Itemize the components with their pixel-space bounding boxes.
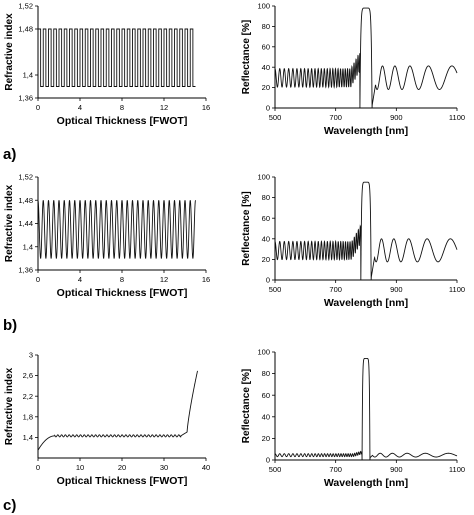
x-tick-label: 900 — [390, 285, 403, 294]
y-axis-label: Refractive index — [4, 13, 15, 91]
series-line — [274, 7, 458, 109]
y-tick-label: 60 — [262, 42, 270, 51]
x-tick-label: 900 — [390, 113, 403, 122]
x-tick-label: 1100 — [449, 113, 465, 122]
chart-6: 500 700 900 1100 0 20 40 60 80 100 Wavelength [nm]… — [241, 348, 465, 489]
x-tick-label: 40 — [202, 463, 210, 472]
y-tick-label: 20 — [262, 434, 270, 443]
x-tick-label: 16 — [202, 103, 210, 112]
chart-2: 500 700 900 1100 0 20 40 60 80 100 Wavelength [nm]… — [241, 2, 465, 137]
y-tick-label: 1,36 — [18, 266, 33, 275]
series-line — [37, 370, 198, 451]
y-tick-label: 100 — [257, 348, 270, 357]
x-axis-label: Optical Thickness [FWOT] — [57, 287, 188, 299]
y-axis-label: Reflectance [%] — [241, 369, 252, 443]
y-tick-label: 2,2 — [23, 392, 33, 401]
x-tick-label: 30 — [160, 463, 168, 472]
y-tick-label: 1,48 — [18, 196, 33, 205]
series-line — [37, 200, 196, 259]
y-tick-label: 2,6 — [23, 371, 33, 380]
y-tick-label: 40 — [262, 412, 270, 421]
y-axis-label: Reflectance [%] — [241, 20, 252, 94]
y-axis-label: Reflectance [%] — [241, 191, 252, 265]
chart-3: 0 4 8 12 16 1,36 1,4 1,44 1,48 1,52 Optical Thickn… — [4, 173, 210, 299]
x-tick-label: 500 — [269, 113, 282, 122]
x-tick-label: 700 — [329, 465, 342, 474]
y-axis-label: Refractive index — [4, 184, 15, 262]
x-tick-label: 4 — [78, 103, 82, 112]
x-tick-label: 1100 — [449, 285, 465, 294]
y-tick-label: 100 — [257, 2, 270, 11]
x-tick-label: 900 — [390, 465, 403, 474]
x-tick-label: 12 — [160, 275, 168, 284]
x-tick-label: 1100 — [449, 465, 465, 474]
y-tick-label: 80 — [262, 193, 270, 202]
panel-label: b) — [3, 317, 17, 334]
x-tick-label: 500 — [269, 285, 282, 294]
series-line — [274, 181, 458, 281]
y-tick-label: 0 — [266, 456, 270, 465]
x-tick-label: 700 — [329, 113, 342, 122]
y-tick-label: 0 — [266, 104, 270, 113]
y-axis-label: Refractive index — [4, 367, 15, 445]
x-tick-label: 20 — [118, 463, 126, 472]
y-tick-label: 1,4 — [23, 433, 33, 442]
x-axis-label: Wavelength [nm] — [324, 297, 408, 309]
y-tick-label: 80 — [262, 22, 270, 31]
y-tick-label: 1,52 — [18, 173, 33, 182]
chart-4: 500 700 900 1100 0 20 40 60 80 100 Wavelength [nm]… — [241, 173, 465, 309]
y-tick-label: 0 — [266, 276, 270, 285]
chart-1: 0 4 8 12 16 1,36 1,4 1,48 1,52 Optical Thickness … — [4, 2, 210, 127]
y-tick-label: 1,8 — [23, 412, 33, 421]
x-tick-label: 0 — [36, 275, 40, 284]
y-tick-label: 80 — [262, 369, 270, 378]
x-tick-label: 16 — [202, 275, 210, 284]
panel-label: a) — [3, 146, 16, 163]
x-tick-label: 12 — [160, 103, 168, 112]
x-tick-label: 0 — [36, 103, 40, 112]
panel-label: c) — [3, 497, 16, 514]
x-axis-label: Wavelength [nm] — [324, 477, 408, 489]
x-axis-label: Optical Thickness [FWOT] — [57, 115, 188, 127]
chart-5: 0 10 20 30 40 1,4 1,8 2,2 2,6 3 Optical Thickness … — [4, 351, 210, 487]
y-tick-label: 1,44 — [18, 219, 33, 228]
series-line — [38, 28, 196, 87]
x-tick-label: 700 — [329, 285, 342, 294]
y-tick-label: 60 — [262, 391, 270, 400]
y-tick-label: 40 — [262, 234, 270, 243]
y-tick-label: 60 — [262, 214, 270, 223]
x-axis-label: Wavelength [nm] — [324, 125, 408, 137]
x-tick-label: 500 — [269, 465, 282, 474]
x-axis-label: Optical Thickness [FWOT] — [57, 475, 188, 487]
y-tick-label: 40 — [262, 63, 270, 72]
x-tick-label: 0 — [36, 463, 40, 472]
y-tick-label: 20 — [262, 83, 270, 92]
series-line — [274, 358, 458, 461]
x-tick-label: 8 — [120, 275, 124, 284]
y-tick-label: 1,48 — [18, 25, 33, 34]
x-tick-label: 4 — [78, 275, 82, 284]
y-tick-label: 20 — [262, 255, 270, 264]
y-tick-label: 1,52 — [18, 2, 33, 11]
y-tick-label: 1,4 — [23, 71, 33, 80]
x-tick-label: 8 — [120, 103, 124, 112]
y-tick-label: 1,36 — [18, 94, 33, 103]
y-tick-label: 1,4 — [23, 242, 33, 251]
y-tick-label: 3 — [29, 351, 33, 360]
x-tick-label: 10 — [76, 463, 84, 472]
y-tick-label: 100 — [257, 173, 270, 182]
